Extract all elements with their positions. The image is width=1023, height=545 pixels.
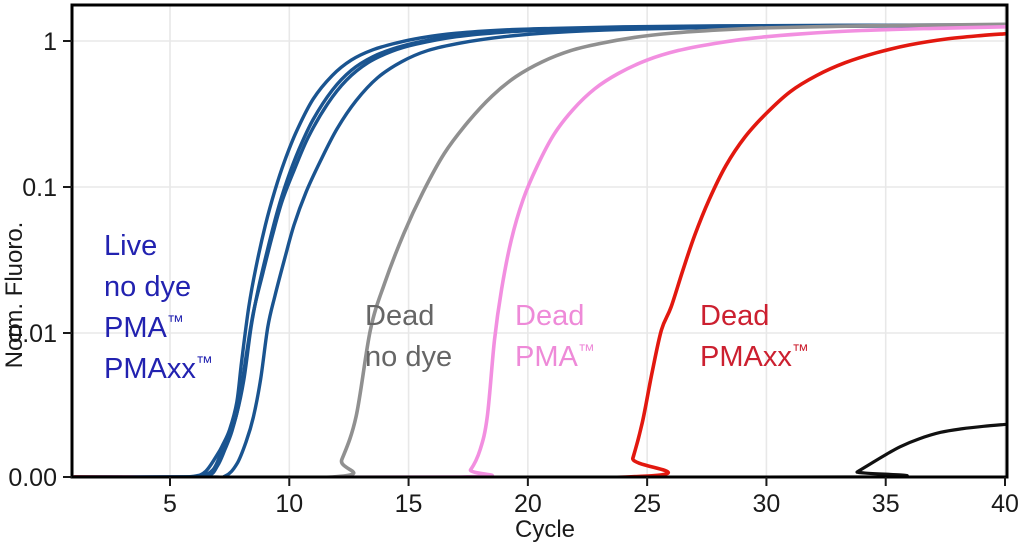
y-axis-title: Norm. Fluoro.	[1, 222, 28, 369]
x-tick-label: 30	[753, 490, 781, 518]
x-tick-label: 10	[275, 490, 303, 518]
annotation-label-live-group: PMA™	[104, 312, 184, 344]
y-tick-label: 0.00	[8, 464, 57, 492]
y-tick-label: 0.1	[22, 174, 57, 202]
plot-area-border	[70, 3, 1009, 479]
curve-series-0	[73, 23, 1006, 477]
y-axis-ticks: 0.00 0.01 0.1 1	[8, 28, 72, 492]
x-tick-label: 35	[872, 490, 900, 518]
x-axis-ticks: 5 10 15 20 25 30 35 40	[163, 477, 1019, 518]
annotation-label-dead-pma: PMA™	[515, 341, 595, 373]
annotation-label-live-group: PMAxx™	[104, 353, 213, 385]
x-axis-title: Cycle	[515, 516, 575, 543]
annotation-label-dead-no-dye: Dead	[365, 300, 434, 332]
curve-series-3	[73, 23, 1006, 477]
y-tick-label: 0.01	[8, 320, 57, 348]
x-tick-label: 40	[991, 490, 1019, 518]
curve-series-5	[73, 25, 1006, 477]
curve-series-7	[73, 422, 1006, 477]
annotation-label-live-group: no dye	[104, 271, 191, 303]
annotation-label-dead-no-dye: no dye	[365, 341, 452, 373]
annotation-label-dead-pma: Dead	[515, 300, 584, 332]
curves-group	[73, 22, 1006, 477]
curve-series-4	[73, 22, 1006, 477]
annotation-label-dead-pmaxx: PMAxx™	[700, 341, 809, 373]
annotation-label-live-group: Live	[104, 230, 157, 262]
curve-series-6	[73, 32, 1006, 477]
annotations-group: Live no dye PMA™ PMAxx™ Dead no dye Dead PMA™ De…	[104, 230, 809, 385]
x-tick-label: 20	[514, 490, 542, 518]
annotation-label-dead-pmaxx: Dead	[700, 300, 769, 332]
curve-series-2	[73, 23, 1006, 477]
y-tick-label: 1	[43, 28, 57, 56]
x-tick-label: 5	[163, 490, 177, 518]
curve-series-1	[73, 23, 1006, 477]
gridlines-group	[72, 5, 1007, 477]
x-tick-label: 25	[633, 490, 661, 518]
x-tick-label: 15	[395, 490, 423, 518]
